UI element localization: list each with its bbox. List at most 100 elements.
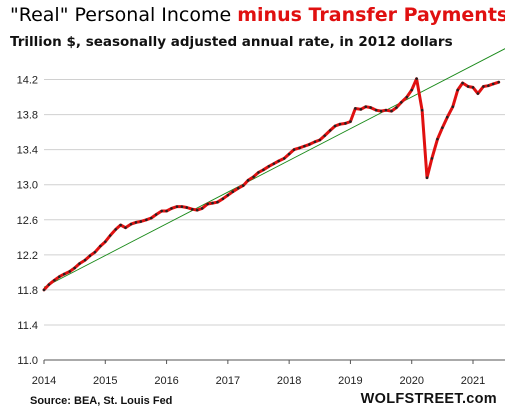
data-point: [491, 82, 495, 86]
data-point: [445, 115, 449, 119]
data-point: [252, 175, 255, 179]
y-tick-label: 13.4: [17, 145, 38, 157]
data-point: [298, 146, 301, 150]
data-point: [149, 216, 153, 220]
y-tick-label: 13.8: [17, 110, 38, 122]
data-point: [257, 171, 260, 174]
y-tick-label: 11.4: [17, 320, 38, 332]
chart-title: "Real" Personal Income minus Transfer Pa…: [10, 4, 505, 26]
data-point: [399, 101, 403, 104]
data-point: [129, 222, 133, 226]
x-tick-label: 2017: [216, 375, 240, 387]
data-point: [221, 197, 225, 201]
data-point: [318, 138, 322, 142]
data-point: [165, 209, 168, 213]
data-point: [333, 124, 337, 128]
data-point: [466, 85, 470, 88]
data-point: [180, 205, 184, 208]
data-point: [78, 262, 81, 265]
data-point: [191, 207, 194, 211]
data-point: [73, 266, 76, 270]
data-point: [262, 168, 265, 172]
data-point: [390, 109, 393, 113]
x-tick-label: 2018: [277, 375, 301, 387]
data-point: [103, 240, 107, 243]
data-point: [185, 206, 189, 209]
data-point: [68, 270, 72, 273]
data-point: [272, 162, 276, 165]
data-point: [267, 165, 271, 168]
data-point: [359, 108, 363, 111]
data-point: [58, 275, 61, 279]
plot-area: [42, 48, 505, 292]
data-point: [461, 81, 464, 85]
data-point: [88, 254, 92, 257]
data-point: [83, 258, 87, 262]
x-axis-ticks: 2014 2015 2016 2017 2018 2019 2020 2021: [32, 360, 485, 387]
data-point: [139, 220, 143, 223]
data-point: [170, 207, 173, 210]
data-point: [53, 278, 56, 282]
data-point: [195, 208, 199, 212]
data-point: [415, 77, 418, 80]
data-point: [200, 207, 204, 210]
data-point: [369, 106, 372, 109]
data-point: [119, 223, 122, 227]
grid-lines: [44, 79, 505, 361]
data-point: [292, 148, 296, 151]
y-tick-label: 13.0: [17, 180, 38, 192]
data-point: [114, 228, 118, 231]
y-tick-label: 11.0: [17, 355, 38, 367]
data-point: [349, 120, 352, 123]
chart-title-part1: "Real" Personal Income: [10, 4, 238, 26]
y-tick-label: 11.8: [17, 285, 38, 297]
data-point: [303, 144, 306, 148]
data-point: [42, 288, 46, 292]
data-point: [344, 122, 347, 125]
chart-title-part2: minus Transfer Payments: [237, 4, 505, 26]
data-point: [420, 108, 424, 112]
data-point: [384, 108, 388, 112]
y-axis-ticks: 11.0 11.4 11.8 12.2 12.6 13.0 13.4 13.8 14.2: [17, 75, 38, 367]
data-point: [456, 88, 459, 92]
data-point: [487, 84, 490, 87]
data-point: [425, 176, 429, 179]
data-point: [482, 85, 485, 88]
data-point: [476, 92, 480, 95]
x-tick-label: 2020: [399, 375, 423, 387]
x-tick-label: 2021: [461, 375, 485, 387]
y-tick-label: 12.6: [17, 215, 38, 227]
data-point: [436, 137, 439, 141]
data-point: [395, 106, 398, 109]
data-point: [277, 159, 281, 163]
data-point: [364, 105, 368, 108]
chart-subtitle: Trillion $, seasonally adjusted annual r…: [10, 34, 453, 50]
data-point: [134, 221, 138, 224]
data-point: [323, 134, 326, 137]
source-note: Source: BEA, St. Louis Fed: [30, 395, 173, 407]
data-point: [328, 129, 332, 132]
data-point: [175, 205, 179, 208]
data-point: [99, 244, 102, 248]
data-point: [441, 126, 444, 130]
data-point: [338, 122, 342, 126]
data-point: [451, 105, 455, 108]
data-point: [108, 234, 112, 237]
data-point: [236, 186, 240, 190]
data-point: [379, 109, 383, 113]
data-point: [246, 179, 250, 182]
data-point: [145, 218, 148, 222]
y-tick-label: 12.2: [17, 250, 38, 262]
data-point: [231, 190, 235, 194]
x-tick-label: 2019: [338, 375, 362, 387]
data-point: [430, 157, 434, 160]
x-tick-label: 2014: [32, 375, 56, 387]
data-point: [216, 200, 219, 204]
data-point: [241, 184, 245, 187]
x-tick-label: 2015: [93, 375, 117, 387]
data-point: [160, 209, 163, 213]
data-point: [410, 88, 414, 92]
x-tick-label: 2016: [154, 375, 178, 387]
data-point: [154, 213, 158, 216]
